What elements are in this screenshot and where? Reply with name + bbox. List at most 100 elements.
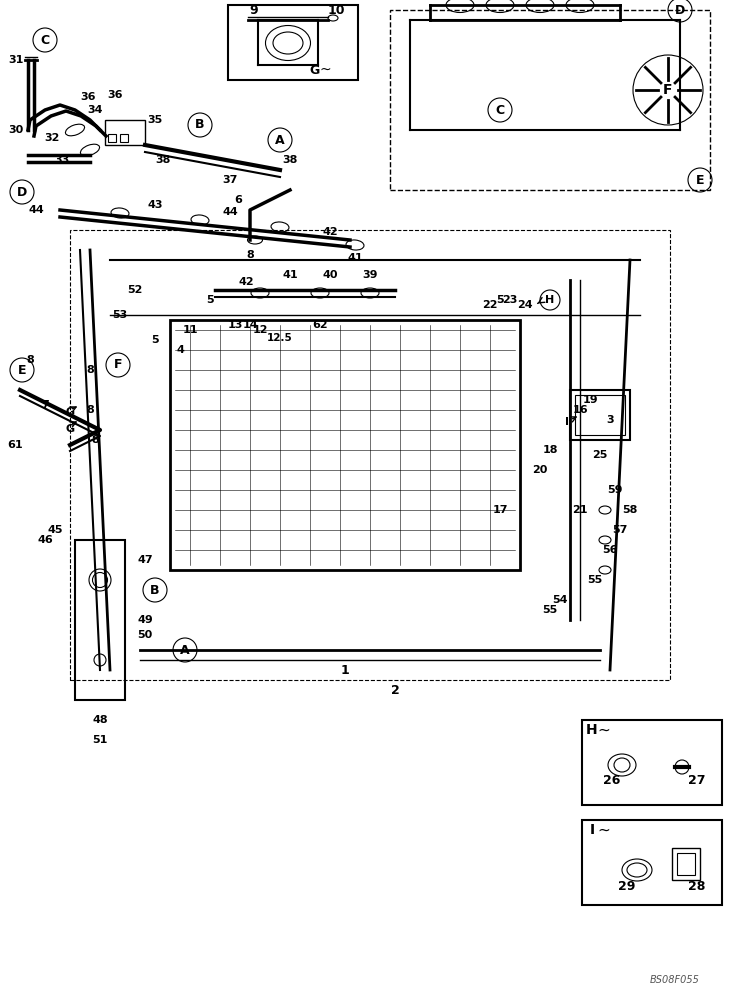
Text: 44: 44	[222, 207, 238, 217]
Text: BS08F055: BS08F055	[650, 975, 700, 985]
Text: 33: 33	[54, 155, 70, 165]
Text: G: G	[65, 407, 74, 417]
Text: B: B	[195, 118, 205, 131]
Text: D: D	[675, 3, 685, 16]
Text: 9: 9	[250, 3, 258, 16]
Text: 8: 8	[26, 355, 34, 365]
Text: F: F	[114, 359, 122, 371]
Text: 12: 12	[252, 325, 268, 335]
Text: I: I	[590, 823, 595, 837]
Text: 20: 20	[532, 465, 548, 475]
Text: E: E	[18, 363, 26, 376]
Text: 42: 42	[322, 227, 338, 237]
Text: 29: 29	[618, 880, 636, 894]
Text: 45: 45	[47, 525, 63, 535]
Text: 53: 53	[113, 310, 127, 320]
Text: 24: 24	[517, 300, 533, 310]
Bar	[582, 820, 722, 905]
Text: ~: ~	[598, 722, 610, 738]
Text: 58: 58	[623, 505, 637, 515]
Text: 61: 61	[7, 440, 23, 450]
Bar	[582, 720, 722, 805]
Bar	[120, 134, 128, 142]
Text: 27: 27	[688, 774, 706, 786]
Text: 44: 44	[28, 205, 44, 215]
Text: 62: 62	[312, 320, 328, 330]
Text: 5: 5	[151, 335, 159, 345]
Bar	[390, 10, 710, 190]
Text: 54: 54	[552, 595, 567, 605]
Text: 42: 42	[238, 277, 254, 287]
Text: 25: 25	[592, 450, 608, 460]
Text: 41: 41	[282, 270, 298, 280]
Text: G: G	[310, 64, 320, 77]
Text: 55: 55	[587, 575, 603, 585]
Text: 56: 56	[602, 545, 618, 555]
Text: 8: 8	[86, 365, 94, 375]
Text: H: H	[586, 723, 598, 737]
Text: 59: 59	[607, 485, 623, 495]
Text: A: A	[180, 644, 190, 656]
Text: 31: 31	[8, 55, 24, 65]
Text: 32: 32	[44, 133, 60, 143]
Text: 51: 51	[92, 735, 107, 745]
Text: 50: 50	[138, 630, 152, 640]
Text: 34: 34	[88, 105, 103, 115]
Bar	[672, 848, 700, 880]
Text: 5: 5	[496, 295, 504, 305]
Text: F: F	[663, 83, 673, 97]
Text: 52: 52	[127, 285, 143, 295]
Text: ~: ~	[598, 822, 610, 838]
Text: 49: 49	[137, 615, 153, 625]
Text: 48: 48	[92, 715, 107, 725]
Text: 19: 19	[582, 395, 598, 405]
Text: 22: 22	[482, 300, 498, 310]
Text: I: I	[565, 417, 569, 427]
Text: 3: 3	[606, 415, 614, 425]
Text: A: A	[275, 133, 285, 146]
Text: C: C	[495, 104, 505, 116]
Text: E: E	[696, 174, 704, 186]
Text: 4: 4	[176, 345, 184, 355]
Text: 36: 36	[80, 92, 96, 102]
Text: 36: 36	[107, 90, 123, 100]
Text: 13: 13	[227, 320, 243, 330]
Bar	[570, 390, 630, 440]
Text: 38: 38	[283, 155, 297, 165]
Text: 21: 21	[573, 505, 588, 515]
Text: 10: 10	[328, 3, 344, 16]
Text: 47: 47	[137, 555, 153, 565]
Text: 11: 11	[183, 325, 198, 335]
Text: 23: 23	[502, 295, 517, 305]
Bar	[170, 320, 520, 570]
Text: 12.5: 12.5	[267, 333, 293, 343]
Text: 14: 14	[242, 320, 258, 330]
Text: 7: 7	[41, 400, 49, 410]
Text: 8: 8	[91, 435, 99, 445]
Text: 55: 55	[542, 605, 558, 615]
Bar	[105, 120, 145, 145]
Text: 39: 39	[362, 270, 378, 280]
Text: 6: 6	[234, 195, 242, 205]
Text: 17: 17	[492, 505, 508, 515]
Text: 46: 46	[37, 535, 53, 545]
Text: 38: 38	[155, 155, 171, 165]
Text: 28: 28	[688, 880, 706, 894]
Text: ~: ~	[319, 63, 330, 77]
Bar	[575, 395, 625, 435]
Text: 18: 18	[542, 445, 558, 455]
Text: 43: 43	[147, 200, 163, 210]
Text: C: C	[40, 33, 49, 46]
Text: 8: 8	[246, 250, 254, 260]
Bar	[108, 134, 116, 142]
Text: 40: 40	[322, 270, 338, 280]
Text: B: B	[150, 584, 160, 596]
Text: 41: 41	[347, 253, 363, 263]
Text: G: G	[65, 424, 74, 434]
Text: 57: 57	[612, 525, 628, 535]
Bar	[70, 230, 670, 680]
Text: D: D	[17, 186, 27, 198]
Text: H: H	[545, 295, 555, 305]
Text: 30: 30	[8, 125, 24, 135]
Text: 2: 2	[391, 684, 400, 696]
